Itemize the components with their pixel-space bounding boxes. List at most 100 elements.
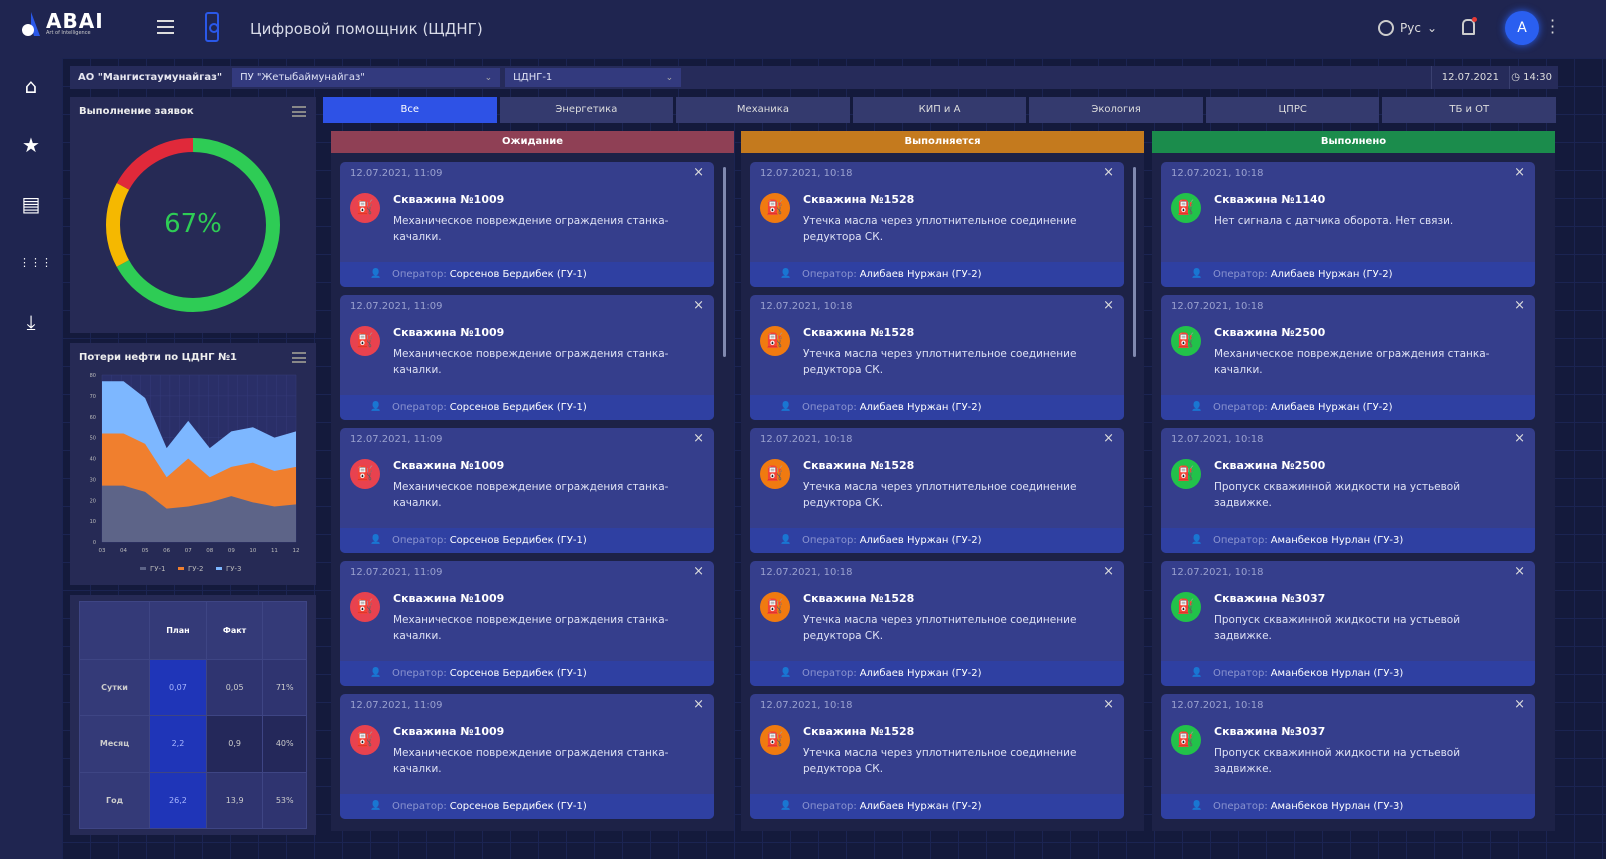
avatar[interactable]: A [1505, 11, 1539, 45]
table-row: Год 26,2 13,9 53% [78, 771, 307, 830]
tab-4[interactable]: Экология [1029, 97, 1203, 123]
table-cell: 53% [262, 771, 307, 830]
request-card[interactable]: 12.07.2021, 11:09 × ⛽ Скважина №1009 Механич… [340, 561, 714, 686]
card-title: Скважина №1009 [393, 326, 505, 339]
close-icon[interactable]: × [1103, 298, 1114, 313]
card-footer: 👤 Оператор: Сорсенов Бердибек (ГУ-1) [340, 262, 714, 287]
request-card[interactable]: 12.07.2021, 10:18 × ⛽ Скважина №1528 Утечка … [750, 428, 1124, 553]
tab-5[interactable]: ЦПРС [1205, 97, 1380, 123]
grid-icon[interactable]: ⋮⋮⋮ [19, 256, 52, 269]
card-date: 12.07.2021, 10:18 [760, 700, 853, 711]
card-date: 12.07.2021, 10:18 [760, 168, 853, 179]
card-description: Пропуск скважинной жидкости на устьевой … [1214, 747, 1461, 775]
request-card[interactable]: 12.07.2021, 10:18 × ⛽ Скважина №1528 Утечка … [750, 295, 1124, 420]
card-footer: 👤 Оператор: Аманбеков Нурлан (ГУ-3) [1161, 661, 1535, 686]
operator-name: Сорсенов Бердибек (ГУ-1) [449, 668, 587, 679]
tab-0[interactable]: Все [323, 97, 497, 123]
scrollbar[interactable] [1133, 167, 1136, 357]
x-tick-label: 08 [206, 548, 213, 554]
operator-label: Оператор: [802, 535, 857, 546]
close-icon[interactable]: × [1103, 165, 1114, 180]
user-icon: 👤 [780, 535, 792, 545]
legend-label[interactable]: ГУ-3 [226, 565, 242, 573]
download-icon[interactable]: ⤓ [26, 310, 36, 334]
panel-menu-icon[interactable] [292, 106, 306, 117]
card-footer: 👤 Оператор: Алибаев Нуржан (ГУ-2) [750, 661, 1124, 686]
operator-label: Оператор: [1213, 535, 1268, 546]
card-date: 12.07.2021, 10:18 [1171, 301, 1264, 312]
language-select[interactable]: Рус ⌄ [1378, 20, 1437, 36]
row-label: Месяц [78, 715, 151, 773]
request-card[interactable]: 12.07.2021, 10:18 × ⛽ Скважина №2500 Механич… [1161, 295, 1535, 420]
field-select[interactable]: ЦДНГ-1 ⌄ [505, 68, 682, 87]
close-icon[interactable]: × [693, 564, 704, 579]
operator-name: Аманбеков Нурлан (ГУ-3) [1270, 668, 1404, 679]
legend-label[interactable]: ГУ-2 [188, 565, 204, 573]
home-icon[interactable]: ⌂ [24, 74, 38, 98]
request-card[interactable]: 12.07.2021, 11:09 × ⛽ Скважина №1009 Механич… [340, 162, 714, 287]
division-select[interactable]: ПУ "Жетыбаймунайгаз" ⌄ [232, 68, 501, 87]
table-row: Месяц 2,2 0,9 40% [78, 715, 307, 773]
pumpjack-icon: ⛽ [1171, 592, 1201, 622]
pumpjack-icon: ⛽ [760, 193, 790, 223]
close-icon[interactable]: × [1514, 697, 1525, 712]
card-description: Механическое повреждение ограждения стан… [393, 348, 669, 376]
request-card[interactable]: 12.07.2021, 10:18 × ⛽ Скважина №2500 Пропуск… [1161, 428, 1535, 553]
card-title: Скважина №2500 [1214, 459, 1326, 472]
tab-2[interactable]: Механика [676, 97, 850, 123]
user-icon: 👤 [370, 269, 382, 279]
tab-1[interactable]: Энергетика [499, 97, 674, 123]
request-card[interactable]: 12.07.2021, 10:18 × ⛽ Скважина №1528 Утечка … [750, 694, 1124, 819]
close-icon[interactable]: × [1514, 298, 1525, 313]
request-card[interactable]: 12.07.2021, 11:09 × ⛽ Скважина №1009 Механич… [340, 295, 714, 420]
table-header-cell: Факт [205, 601, 264, 660]
request-card[interactable]: 12.07.2021, 10:18 × ⛽ Скважина №3037 Пропуск… [1161, 694, 1535, 819]
close-icon[interactable]: × [1103, 431, 1114, 446]
tab-3[interactable]: КИП и А [852, 97, 1027, 123]
star-icon[interactable]: ★ [22, 133, 40, 157]
summary-table-panel: План Факт Сутки 0,07 0,05 71% Месяц 2,2 0,9 40% Го… [70, 595, 316, 835]
document-icon[interactable]: ▤ [21, 192, 41, 216]
tab-6[interactable]: ТБ и ОТ [1382, 97, 1557, 123]
category-tabs: Все Энергетика Механика КИП и А Экология ЦПРС… [323, 97, 1557, 123]
card-date: 12.07.2021, 10:18 [1171, 567, 1264, 578]
close-icon[interactable]: × [693, 165, 704, 180]
close-icon[interactable]: × [1514, 165, 1525, 180]
menu-icon[interactable] [157, 20, 174, 34]
table-header-cell: План [149, 601, 207, 660]
x-tick-label: 12 [293, 548, 300, 554]
request-card[interactable]: 12.07.2021, 11:09 × ⛽ Скважина №1009 Механич… [340, 694, 714, 819]
more-icon[interactable]: · · · [1550, 11, 1556, 42]
pumpjack-icon: ⛽ [1171, 459, 1201, 489]
card-date: 12.07.2021, 10:18 [760, 434, 853, 445]
bell-icon[interactable] [1462, 17, 1477, 35]
close-icon[interactable]: × [1103, 564, 1114, 579]
sidebar: ⌂ ★ ▤ ⋮⋮⋮ ⤓ [0, 58, 62, 859]
abai-logo[interactable]: ABAI Art of Intelligence [20, 10, 104, 38]
chevron-down-icon: ⌄ [1426, 21, 1437, 35]
close-icon[interactable]: × [1514, 564, 1525, 579]
y-tick-label: 70 [90, 394, 96, 400]
card-description: Утечка масла через уплотнительное соедин… [803, 481, 1077, 509]
scrollbar[interactable] [723, 167, 726, 357]
close-icon[interactable]: × [693, 431, 704, 446]
legend-label[interactable]: ГУ-1 [150, 565, 166, 573]
operator-label: Оператор: [1213, 269, 1268, 280]
request-card[interactable]: 12.07.2021, 10:18 × ⛽ Скважина №1528 Утечка … [750, 162, 1124, 287]
close-icon[interactable]: × [693, 697, 704, 712]
card-footer: 👤 Оператор: Алибаев Нуржан (ГУ-2) [750, 528, 1124, 553]
request-card[interactable]: 12.07.2021, 10:18 × ⛽ Скважина №1140 Нет сиг… [1161, 162, 1535, 287]
request-card[interactable]: 12.07.2021, 10:18 × ⛽ Скважина №1528 Утечка … [750, 561, 1124, 686]
operator-name: Сорсенов Бердибек (ГУ-1) [449, 269, 587, 280]
donut-segment-waiting [106, 138, 280, 312]
request-card[interactable]: 12.07.2021, 10:18 × ⛽ Скважина №3037 Пропуск… [1161, 561, 1535, 686]
table-row: Сутки 0,07 0,05 71% [78, 658, 307, 717]
close-icon[interactable]: × [693, 298, 704, 313]
close-icon[interactable]: × [1514, 431, 1525, 446]
close-icon[interactable]: × [1103, 697, 1114, 712]
card-date: 12.07.2021, 10:18 [1171, 168, 1264, 179]
panel-menu-icon[interactable] [292, 352, 306, 363]
status-column-2: Выполнено 12.07.2021, 10:18 × ⛽ Скважина №11… [1152, 131, 1555, 831]
table-cell: 0,9 [205, 715, 264, 773]
request-card[interactable]: 12.07.2021, 11:09 × ⛽ Скважина №1009 Механич… [340, 428, 714, 553]
